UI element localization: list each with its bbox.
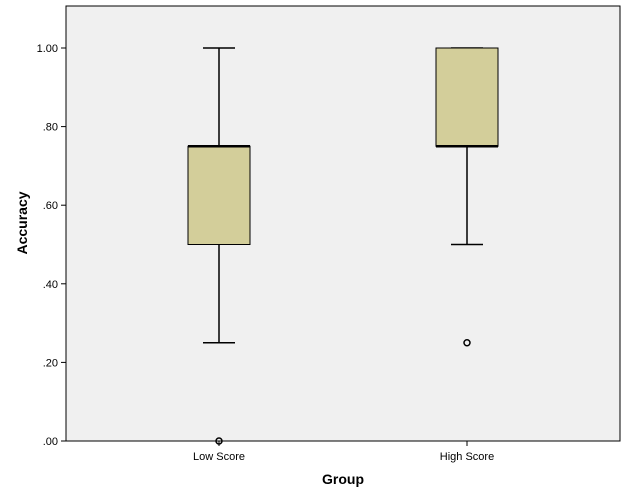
y-tick-label: .40: [43, 279, 58, 291]
y-tick-label: .80: [43, 122, 58, 134]
outlier-point: [463, 339, 471, 347]
box-group: [187, 47, 251, 445]
y-axis-ticks: .00 .20 .40 .60 .80 1.00: [37, 43, 66, 448]
outlier-point: [215, 437, 223, 445]
y-tick-label: .20: [43, 357, 58, 369]
y-axis-title: Accuracy: [14, 191, 30, 254]
plot-area: [65, 5, 621, 442]
box-series: [187, 47, 499, 445]
y-tick-label: .60: [43, 200, 58, 212]
x-tick-label: High Score: [440, 451, 494, 463]
iqr-box: [435, 47, 499, 147]
x-axis-ticks: Low Score High Score: [193, 441, 494, 463]
box-group: [435, 47, 499, 347]
x-tick-label: Low Score: [193, 451, 245, 463]
y-tick-label: 1.00: [37, 43, 58, 55]
iqr-box: [187, 145, 251, 245]
y-tick-label: .00: [43, 436, 58, 448]
x-axis-title: Group: [322, 471, 364, 487]
